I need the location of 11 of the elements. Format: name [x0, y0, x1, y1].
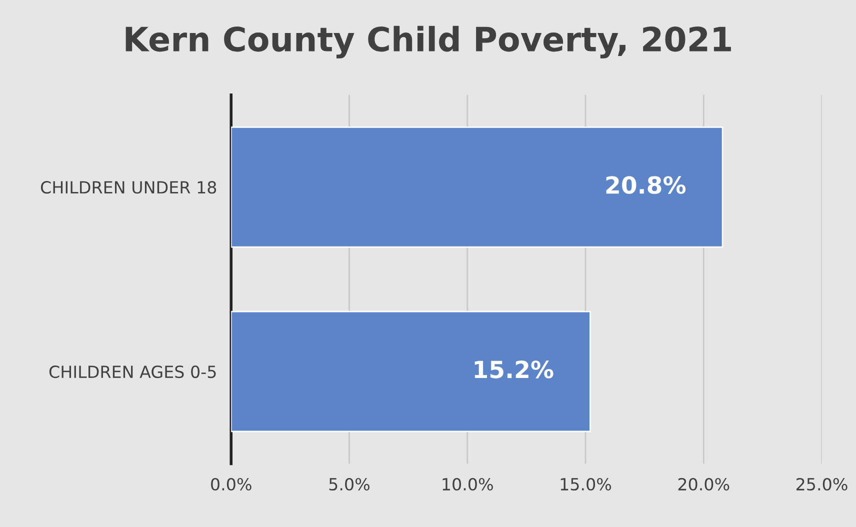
x-tick-label: 25.0% [796, 478, 848, 491]
y-tick-label: CHILDREN UNDER 18 [40, 181, 216, 194]
x-tick-label: 20.0% [678, 478, 730, 491]
x-tick-label: 5.0% [329, 478, 370, 491]
x-tick-label: 15.0% [560, 478, 612, 491]
x-tick-label: 10.0% [442, 478, 493, 491]
data-label: 20.8% [606, 176, 686, 194]
chart-title: Kern County Child Poverty, 2021 [126, 26, 731, 58]
y-tick-label: CHILDREN AGES 0-5 [49, 365, 216, 378]
x-tick-label: 0.0% [211, 478, 252, 491]
data-label: 15.2% [474, 360, 554, 378]
